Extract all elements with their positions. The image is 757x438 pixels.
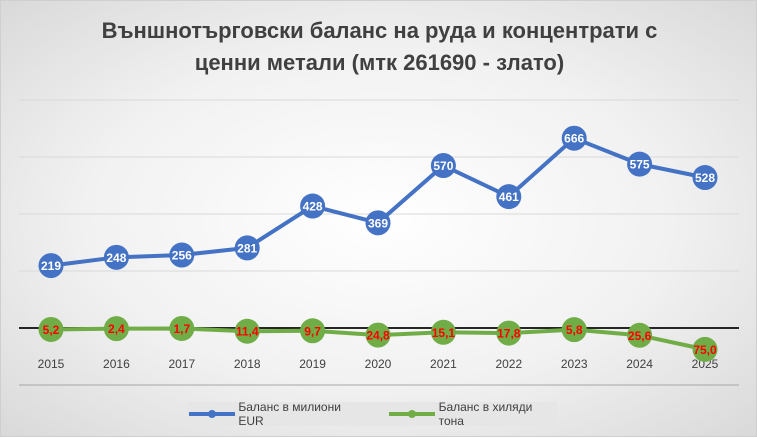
legend-label-tons: Баланс в хиляди тона <box>438 400 533 428</box>
legend-item-tons: Баланс в хиляди тона <box>387 400 557 428</box>
data-label: 575 <box>630 158 650 172</box>
data-point <box>38 316 64 342</box>
data-label: 256 <box>172 249 192 263</box>
data-point <box>300 193 326 219</box>
data-point <box>430 153 456 179</box>
x-tick-label: 2019 <box>299 357 326 371</box>
data-point <box>365 210 391 236</box>
data-point <box>496 184 522 210</box>
chart-title-line-2: ценни метали (мтк 261690 - злато) <box>194 50 565 75</box>
data-point <box>430 319 456 345</box>
data-label: 461 <box>499 190 519 204</box>
data-label: 17,8 <box>497 327 521 341</box>
x-tick-label: 2023 <box>561 357 588 371</box>
data-label: 2,4 <box>108 322 125 336</box>
legend-marker-eur <box>189 410 235 418</box>
data-point <box>103 316 129 342</box>
x-tick-label: 2018 <box>234 357 261 371</box>
data-label: 281 <box>237 241 257 255</box>
data-point <box>692 336 718 362</box>
data-label: 248 <box>106 251 126 265</box>
legend-marker-tons <box>389 410 436 418</box>
data-point <box>234 318 260 344</box>
data-point <box>561 125 587 151</box>
x-tick-label: 2024 <box>626 357 653 371</box>
data-point <box>496 320 522 346</box>
data-label: 25,6 <box>628 329 652 343</box>
data-label: 428 <box>303 200 323 214</box>
legend-item-eur: Баланс в милиони EUR <box>187 400 365 428</box>
data-label: 75,0 <box>693 343 717 357</box>
data-label: 5,8 <box>566 323 583 337</box>
data-label: 1,7 <box>173 322 190 336</box>
data-point <box>169 315 195 341</box>
x-tick-label: 2020 <box>365 357 392 371</box>
chart-title-line-1: Външнотърговски баланс на руда и концент… <box>101 18 658 43</box>
chart-title: Външнотърговски баланс на руда и концент… <box>1 15 757 79</box>
x-tick-label: 2022 <box>495 357 522 371</box>
data-point <box>234 235 260 261</box>
data-point <box>627 151 653 177</box>
x-tick-label: 2025 <box>692 357 719 371</box>
data-label: 219 <box>41 259 61 273</box>
data-label: 570 <box>433 159 453 173</box>
legend-label-eur: Баланс в милиони EUR <box>238 400 341 428</box>
data-point <box>38 253 64 279</box>
x-tick-label: 2016 <box>103 357 130 371</box>
data-label: 11,4 <box>236 325 259 339</box>
data-label: 369 <box>368 216 388 230</box>
data-point <box>627 322 653 348</box>
data-point <box>169 242 195 268</box>
data-label: 9,7 <box>304 324 321 338</box>
x-tick-label: 2017 <box>168 357 195 371</box>
data-point <box>365 322 391 348</box>
data-label: 24,8 <box>366 329 390 343</box>
data-label: 5,2 <box>43 323 60 337</box>
data-point <box>300 318 326 344</box>
data-label: 528 <box>695 171 715 185</box>
data-point <box>692 165 718 191</box>
data-label: 15,1 <box>432 326 456 340</box>
data-point <box>561 317 587 343</box>
legend: Баланс в милиони EUR Баланс в хиляди тон… <box>187 400 557 428</box>
x-tick-label: 2015 <box>38 357 65 371</box>
data-point <box>103 244 129 270</box>
x-tick-label: 2021 <box>430 357 457 371</box>
data-label: 666 <box>564 132 584 146</box>
